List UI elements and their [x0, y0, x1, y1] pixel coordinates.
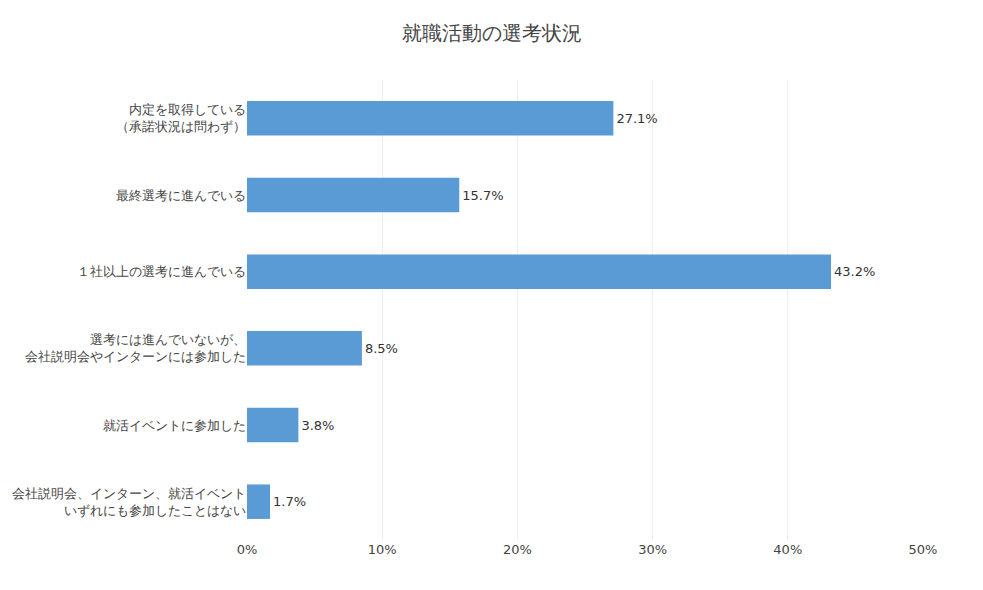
- svg-text:就活イベントに参加した: 就活イベントに参加した: [103, 418, 246, 433]
- svg-text:会社説明会、インターン、就活イベントいずれにも参加したことは: 会社説明会、インターン、就活イベントいずれにも参加したことはない: [12, 486, 246, 518]
- svg-text:50%: 50%: [909, 542, 938, 557]
- svg-text:内定を取得している（承諾状況は問わず）: 内定を取得している（承諾状況は問わず）: [116, 102, 246, 134]
- svg-text:40%: 40%: [773, 542, 802, 557]
- svg-text:0%: 0%: [237, 542, 258, 557]
- svg-text:3.8%: 3.8%: [301, 418, 334, 433]
- svg-text:20%: 20%: [503, 542, 532, 557]
- svg-text:15.7%: 15.7%: [462, 188, 503, 203]
- svg-text:就職活動の選考状況: 就職活動の選考状況: [402, 21, 582, 45]
- svg-text:選考には進んでいないが、会社説明会やインターンには参加した: 選考には進んでいないが、会社説明会やインターンには参加した: [25, 332, 246, 364]
- svg-text:1.7%: 1.7%: [273, 494, 306, 509]
- svg-text:10%: 10%: [368, 542, 397, 557]
- svg-text:30%: 30%: [638, 542, 667, 557]
- svg-text:最終選考に進んでいる: 最終選考に進んでいる: [116, 188, 246, 203]
- svg-text:43.2%: 43.2%: [834, 264, 875, 279]
- svg-text:１社以上の選考に進んでいる: １社以上の選考に進んでいる: [77, 264, 246, 279]
- svg-text:27.1%: 27.1%: [616, 111, 657, 126]
- svg-text:8.5%: 8.5%: [365, 341, 398, 356]
